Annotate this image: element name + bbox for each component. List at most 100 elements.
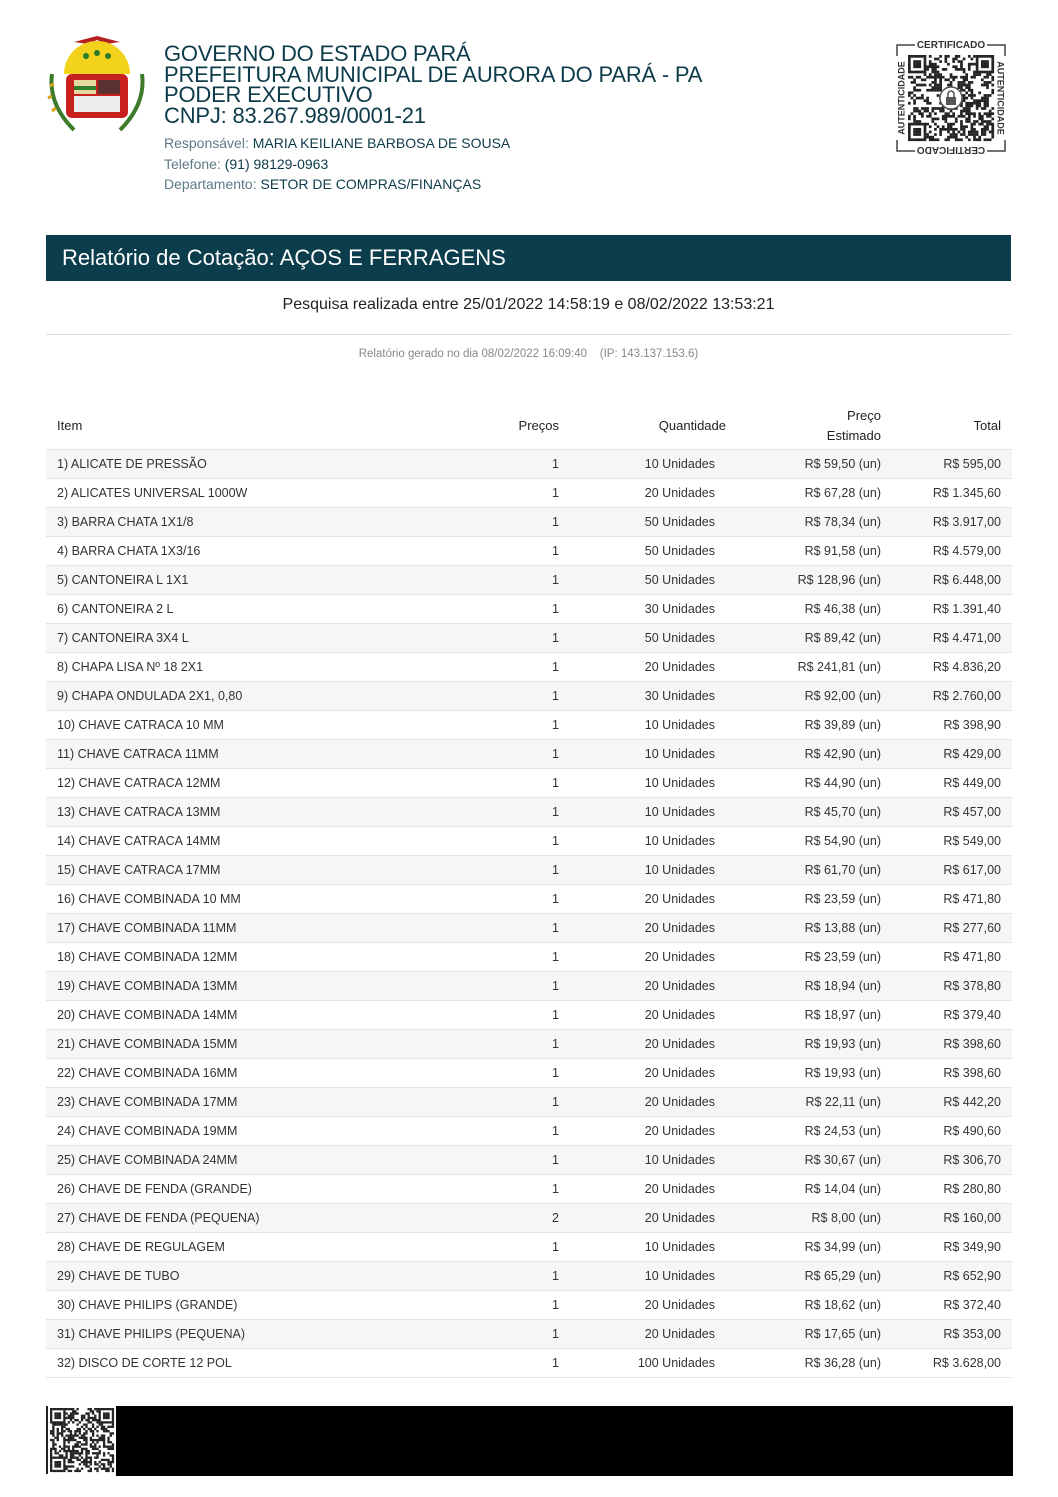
table-row: 16) CHAVE COMBINADA 10 MM 1 20 Unidades R$ …	[46, 884, 1012, 914]
cell-quantidade: 20 Unidades	[570, 1116, 737, 1146]
cell-total: R$ 471,80	[892, 942, 1012, 972]
cell-quantidade: 20 Unidades	[570, 1029, 737, 1059]
seal-autenticidade-text: AUTENTICIDADE	[996, 61, 1006, 135]
cell-quantidade: 10 Unidades	[570, 710, 737, 740]
cell-item: 19) CHAVE COMBINADA 13MM	[46, 971, 468, 1001]
cell-item: 21) CHAVE COMBINADA 15MM	[46, 1029, 468, 1059]
cell-precos: 1	[468, 1145, 570, 1175]
table-row: 22) CHAVE COMBINADA 16MM 1 20 Unidades R$ 1…	[46, 1058, 1012, 1088]
cell-item: 15) CHAVE CATRACA 17MM	[46, 855, 468, 885]
col-quantidade: Quantidade	[658, 417, 726, 433]
cell-item: 26) CHAVE DE FENDA (GRANDE)	[46, 1174, 468, 1204]
cell-quantidade: 20 Unidades	[570, 1319, 737, 1349]
cell-total: R$ 2.760,00	[892, 681, 1012, 711]
cell-total: R$ 277,60	[892, 913, 1012, 943]
cell-item: 30) CHAVE PHILIPS (GRANDE)	[46, 1290, 468, 1320]
cell-quantidade: 20 Unidades	[570, 913, 737, 943]
cell-precos: 1	[468, 1174, 570, 1204]
cell-preco-estimado: R$ 241,81 (un)	[737, 652, 892, 682]
cell-total: R$ 4.471,00	[892, 623, 1012, 653]
cell-item: 11) CHAVE CATRACA 11MM	[46, 739, 468, 769]
cell-precos: 1	[468, 768, 570, 798]
cell-precos: 1	[468, 855, 570, 885]
cell-quantidade: 20 Unidades	[570, 1174, 737, 1204]
cell-preco-estimado: R$ 22,11 (un)	[737, 1087, 892, 1117]
table-row: 26) CHAVE DE FENDA (GRANDE) 1 20 Unidades R…	[46, 1174, 1012, 1204]
responsavel-line: Responsável: MARIA KEILIANE BARBOSA DE S…	[164, 135, 510, 151]
cell-item: 7) CANTONEIRA 3X4 L	[46, 623, 468, 653]
cell-preco-estimado: R$ 78,34 (un)	[737, 507, 892, 537]
cell-quantidade: 50 Unidades	[570, 507, 737, 537]
cell-total: R$ 3.628,00	[892, 1348, 1012, 1378]
cell-quantidade: 20 Unidades	[570, 1203, 737, 1233]
table-row: 3) BARRA CHATA 1X1/8 1 50 Unidades R$ 78,34…	[46, 507, 1012, 537]
cell-preco-estimado: R$ 24,53 (un)	[737, 1116, 892, 1146]
cell-quantidade: 20 Unidades	[570, 942, 737, 972]
cell-total: R$ 398,60	[892, 1058, 1012, 1088]
cell-preco-estimado: R$ 18,62 (un)	[737, 1290, 892, 1320]
cell-item: 28) CHAVE DE REGULAGEM	[46, 1232, 468, 1262]
table-row: 5) CANTONEIRA L 1X1 1 50 Unidades R$ 128,96…	[46, 565, 1012, 595]
col-preco-estimado: Preço Estimado	[737, 402, 892, 450]
responsavel-label: Responsável:	[164, 135, 249, 151]
cell-total: R$ 398,60	[892, 1029, 1012, 1059]
departamento-value: SETOR DE COMPRAS/FINANÇAS	[260, 176, 482, 192]
cell-preco-estimado: R$ 8,00 (un)	[737, 1203, 892, 1233]
cell-precos: 1	[468, 1232, 570, 1262]
cell-item: 18) CHAVE COMBINADA 12MM	[46, 942, 468, 972]
table-row: 14) CHAVE CATRACA 14MM 1 10 Unidades R$ 54,…	[46, 826, 1012, 856]
cell-precos: 1	[468, 1319, 570, 1349]
cell-precos: 1	[468, 826, 570, 856]
cell-item: 22) CHAVE COMBINADA 16MM	[46, 1058, 468, 1088]
cell-item: 27) CHAVE DE FENDA (PEQUENA)	[46, 1203, 468, 1233]
cell-preco-estimado: R$ 91,58 (un)	[737, 536, 892, 566]
cell-item: 29) CHAVE DE TUBO	[46, 1261, 468, 1291]
cell-precos: 1	[468, 1029, 570, 1059]
cell-precos: 1	[468, 971, 570, 1001]
cell-total: R$ 6.448,00	[892, 565, 1012, 595]
seal-certificado-text: CERTIFICADO	[917, 40, 986, 51]
cell-preco-estimado: R$ 65,29 (un)	[737, 1261, 892, 1291]
report-title: Relatório de Cotação: AÇOS E FERRAGENS	[62, 245, 506, 270]
cell-total: R$ 398,90	[892, 710, 1012, 740]
cell-quantidade: 10 Unidades	[570, 1145, 737, 1175]
table-row: 30) CHAVE PHILIPS (GRANDE) 1 20 Unidades R$…	[46, 1290, 1012, 1320]
generated-info: Relatório gerado no dia 08/02/2022 16:09…	[358, 348, 699, 360]
cell-precos: 1	[468, 1058, 570, 1088]
table-row: 29) CHAVE DE TUBO 1 10 Unidades R$ 65,29 (u…	[46, 1261, 1012, 1291]
cell-total: R$ 617,00	[892, 855, 1012, 885]
cell-item: 10) CHAVE CATRACA 10 MM	[46, 710, 468, 740]
cell-total: R$ 3.917,00	[892, 507, 1012, 537]
cell-precos: 1	[468, 1000, 570, 1030]
footer-qr-code	[46, 1406, 115, 1474]
header-line-state: GOVERNO DO ESTADO PARÁ	[164, 41, 471, 66]
cell-quantidade: 30 Unidades	[570, 681, 737, 711]
cell-precos: 1	[468, 1261, 570, 1291]
search-period: Pesquisa realizada entre 25/01/2022 14:5…	[282, 296, 775, 313]
cell-preco-estimado: R$ 89,42 (un)	[737, 623, 892, 653]
seal-certificado-text-bottom: CERTIFICADO	[917, 144, 986, 155]
table-row: 18) CHAVE COMBINADA 12MM 1 20 Unidades R$ 2…	[46, 942, 1012, 972]
table-row: 12) CHAVE CATRACA 12MM 1 10 Unidades R$ 44,…	[46, 768, 1012, 798]
cell-precos: 1	[468, 1087, 570, 1117]
table-row: 20) CHAVE COMBINADA 14MM 1 20 Unidades R$ 1…	[46, 1000, 1012, 1030]
cell-item: 16) CHAVE COMBINADA 10 MM	[46, 884, 468, 914]
divider	[46, 334, 1011, 335]
cell-precos: 1	[468, 739, 570, 769]
cell-preco-estimado: R$ 92,00 (un)	[737, 681, 892, 711]
cell-preco-estimado: R$ 19,93 (un)	[737, 1029, 892, 1059]
cell-quantidade: 10 Unidades	[570, 739, 737, 769]
cell-precos: 1	[468, 913, 570, 943]
cell-quantidade: 20 Unidades	[570, 1000, 737, 1030]
cell-preco-estimado: R$ 128,96 (un)	[737, 565, 892, 595]
cell-item: 6) CANTONEIRA 2 L	[46, 594, 468, 624]
cell-preco-estimado: R$ 44,90 (un)	[737, 768, 892, 798]
cell-precos: 2	[468, 1203, 570, 1233]
table-row: 31) CHAVE PHILIPS (PEQUENA) 1 20 Unidades R…	[46, 1319, 1012, 1349]
table-row: 9) CHAPA ONDULADA 2X1, 0,80 1 30 Unidades R…	[46, 681, 1012, 711]
cell-total: R$ 306,70	[892, 1145, 1012, 1175]
table-row: 15) CHAVE CATRACA 17MM 1 10 Unidades R$ 61,…	[46, 855, 1012, 885]
cell-preco-estimado: R$ 30,67 (un)	[737, 1145, 892, 1175]
cell-item: 23) CHAVE COMBINADA 17MM	[46, 1087, 468, 1117]
col-preco-label: Preço	[847, 407, 881, 423]
